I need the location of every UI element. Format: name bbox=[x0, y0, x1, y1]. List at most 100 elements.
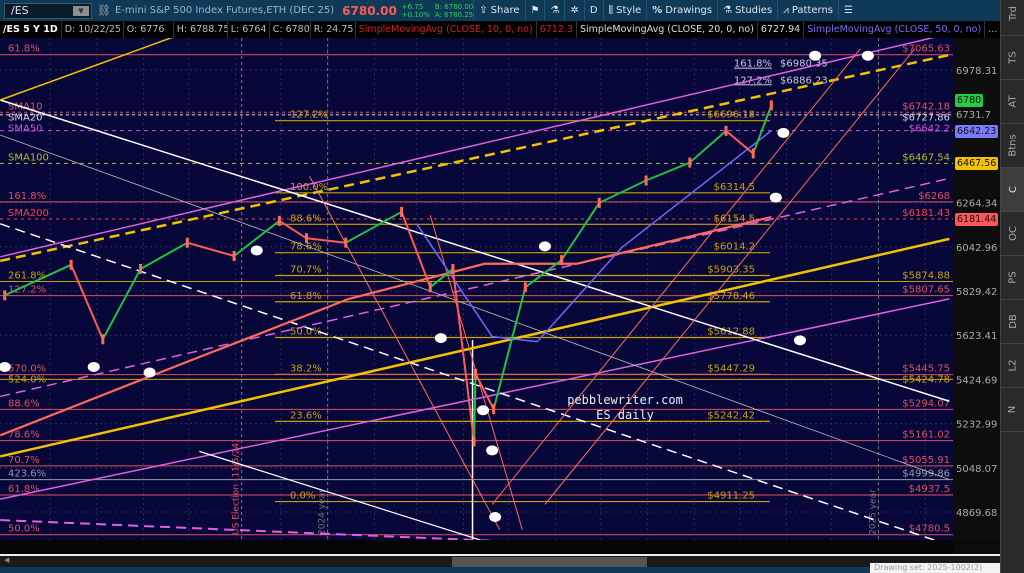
price-segment bbox=[598, 179, 647, 204]
symbol-input[interactable]: /ES ▼ bbox=[4, 2, 92, 19]
fib-percent-label: 70.7% bbox=[290, 265, 322, 276]
side-tab-label: OC bbox=[1007, 226, 1019, 241]
level-right-label: $6268 bbox=[918, 191, 950, 202]
side-tab-n[interactable]: N bbox=[1001, 388, 1024, 432]
side-tab-label: L2 bbox=[1007, 359, 1019, 372]
price-segment bbox=[233, 220, 280, 257]
y-tick-label: 5232.99 bbox=[956, 420, 997, 431]
drawings-button[interactable]: % Drawings bbox=[646, 0, 717, 21]
bid: B: 6780.00 bbox=[434, 2, 474, 11]
price-segment bbox=[752, 105, 773, 154]
horizontal-scrollbar[interactable]: ◀ bbox=[0, 554, 1000, 567]
fib-price-label: $6014.2 bbox=[714, 242, 755, 253]
bar-date: D: 10/22/25 bbox=[62, 21, 124, 38]
side-tab-at[interactable]: AT bbox=[1001, 80, 1024, 124]
fib-percent-label: 161.8% bbox=[734, 59, 772, 70]
ask: A: 6780.25 bbox=[434, 10, 474, 19]
price-segment bbox=[4, 263, 72, 297]
bid-ask: B: 6780.00 A: 6780.25 bbox=[435, 3, 473, 19]
level-left-label: 570.0% bbox=[8, 364, 46, 375]
fib-price-label: $6696.18 bbox=[707, 110, 755, 121]
price-candle bbox=[277, 215, 281, 226]
pivot-marker bbox=[793, 335, 806, 346]
fib-price-label: $5778.46 bbox=[707, 291, 755, 302]
chart-title: /ES 5 Y 1D bbox=[0, 21, 62, 38]
price-candle bbox=[474, 368, 478, 379]
price-segment bbox=[306, 237, 346, 244]
link-icon[interactable]: ⛓ bbox=[97, 4, 111, 17]
fib-price-label: $5447.29 bbox=[707, 363, 755, 374]
side-tab-c[interactable]: C bbox=[1001, 168, 1024, 212]
sma50-study-label[interactable]: SimpleMovingAvg (CLOSE, 50, 0, no) bbox=[804, 21, 986, 38]
side-tab-ts[interactable]: TS bbox=[1001, 36, 1024, 80]
level-right-label: $4780.5 bbox=[909, 524, 950, 535]
level-left-label: 524.0% bbox=[8, 375, 46, 386]
candle-icon: ⫼ bbox=[608, 5, 614, 16]
timeframe-label: D bbox=[589, 5, 598, 16]
share-button[interactable]: ⇪ Share bbox=[473, 0, 524, 21]
side-tab-btns[interactable]: Btns bbox=[1001, 124, 1024, 168]
studies-button[interactable]: ⚗ Studies bbox=[717, 0, 777, 21]
drawing-set-label[interactable]: Drawing set: 2025-1002(2) bbox=[870, 563, 1000, 573]
level-left-label: 261.8% bbox=[8, 270, 46, 281]
side-tab-trd[interactable]: Trd bbox=[1001, 0, 1024, 36]
trendline bbox=[0, 237, 950, 458]
scrollbar-thumb[interactable] bbox=[452, 557, 647, 567]
net-change: +6.75 +0.10% bbox=[402, 3, 430, 19]
settings-button[interactable]: ✲ bbox=[564, 0, 583, 21]
level-right-label: $7065.63 bbox=[902, 44, 950, 55]
trendline bbox=[0, 38, 935, 258]
side-tab-oc[interactable]: OC bbox=[1001, 212, 1024, 256]
price-chart[interactable]: 61.8% $7065.63 161.8% $6980.35 127.2% $6886.2… bbox=[0, 0, 1000, 554]
side-tab-ps[interactable]: PS bbox=[1001, 256, 1024, 300]
bar-low: L: 6764 bbox=[228, 21, 270, 38]
fib-price-label: $5903.35 bbox=[707, 265, 755, 276]
fib-percent-label: 127.2% bbox=[290, 110, 328, 121]
sma10-study-label[interactable]: SimpleMovingAvg (CLOSE, 10, 0, no) bbox=[356, 21, 537, 38]
level-left-label: 61.8% bbox=[8, 484, 40, 495]
level-right-label: $5424.78 bbox=[902, 375, 950, 386]
last-price: 6780.00 bbox=[342, 3, 397, 18]
flask-button[interactable]: ⚗ bbox=[544, 0, 564, 21]
side-tab-db[interactable]: DB bbox=[1001, 300, 1024, 344]
fib-percent-label: 61.8% bbox=[290, 291, 322, 302]
price-candle bbox=[451, 263, 455, 274]
side-tab-l2[interactable]: L2 bbox=[1001, 344, 1024, 388]
menu-button[interactable]: ☰ bbox=[838, 0, 858, 21]
price-segment bbox=[278, 220, 308, 240]
chevron-down-icon[interactable]: ▼ bbox=[73, 5, 89, 16]
sma20-study-label[interactable]: SimpleMovingAvg (CLOSE, 20, 0, no) bbox=[577, 21, 758, 38]
trendline bbox=[0, 177, 950, 398]
y-tick-label: 5623.41 bbox=[956, 331, 997, 342]
sma10-value: 6712.3 bbox=[537, 21, 577, 38]
trendline bbox=[491, 48, 861, 505]
level-right-label: $5807.65 bbox=[902, 285, 950, 296]
price-tag: 6467.56 bbox=[955, 157, 999, 171]
flask-icon: ⚗ bbox=[723, 5, 733, 16]
trendline bbox=[544, 48, 916, 505]
percent-icon: % bbox=[652, 5, 663, 16]
price-tag: 6780 bbox=[955, 94, 984, 108]
side-tab-label: DB bbox=[1007, 314, 1019, 329]
patterns-button[interactable]: ⩘ Patterns bbox=[777, 0, 838, 21]
menu-icon: ☰ bbox=[844, 5, 853, 16]
vertical-marker-label: 2025 year bbox=[868, 489, 878, 535]
level-left-label: 61.8% bbox=[8, 44, 40, 55]
side-tab-label: PS bbox=[1007, 271, 1019, 284]
price-candle bbox=[597, 197, 601, 208]
fib-percent-label: 88.6% bbox=[290, 213, 322, 224]
watermark-text: pebblewriter.com bbox=[567, 393, 683, 407]
timeframe-button[interactable]: D bbox=[583, 0, 603, 21]
style-button[interactable]: ⫼ Style bbox=[602, 0, 647, 21]
time-axis[interactable] bbox=[0, 540, 953, 554]
chart-background bbox=[0, 38, 953, 540]
side-tab-label: Btns bbox=[1007, 134, 1019, 157]
fib-percent-label: 0.0% bbox=[290, 491, 315, 502]
trendline bbox=[309, 176, 501, 530]
scroll-left-icon[interactable]: ◀ bbox=[4, 556, 10, 564]
level-right-label: $5294.07 bbox=[902, 398, 950, 409]
level-right-label: $6727.86 bbox=[902, 112, 950, 123]
alert-button[interactable]: ⚑ bbox=[524, 0, 545, 21]
price-axis[interactable] bbox=[953, 38, 1000, 540]
bar-range: R: 24.75 bbox=[311, 21, 356, 38]
